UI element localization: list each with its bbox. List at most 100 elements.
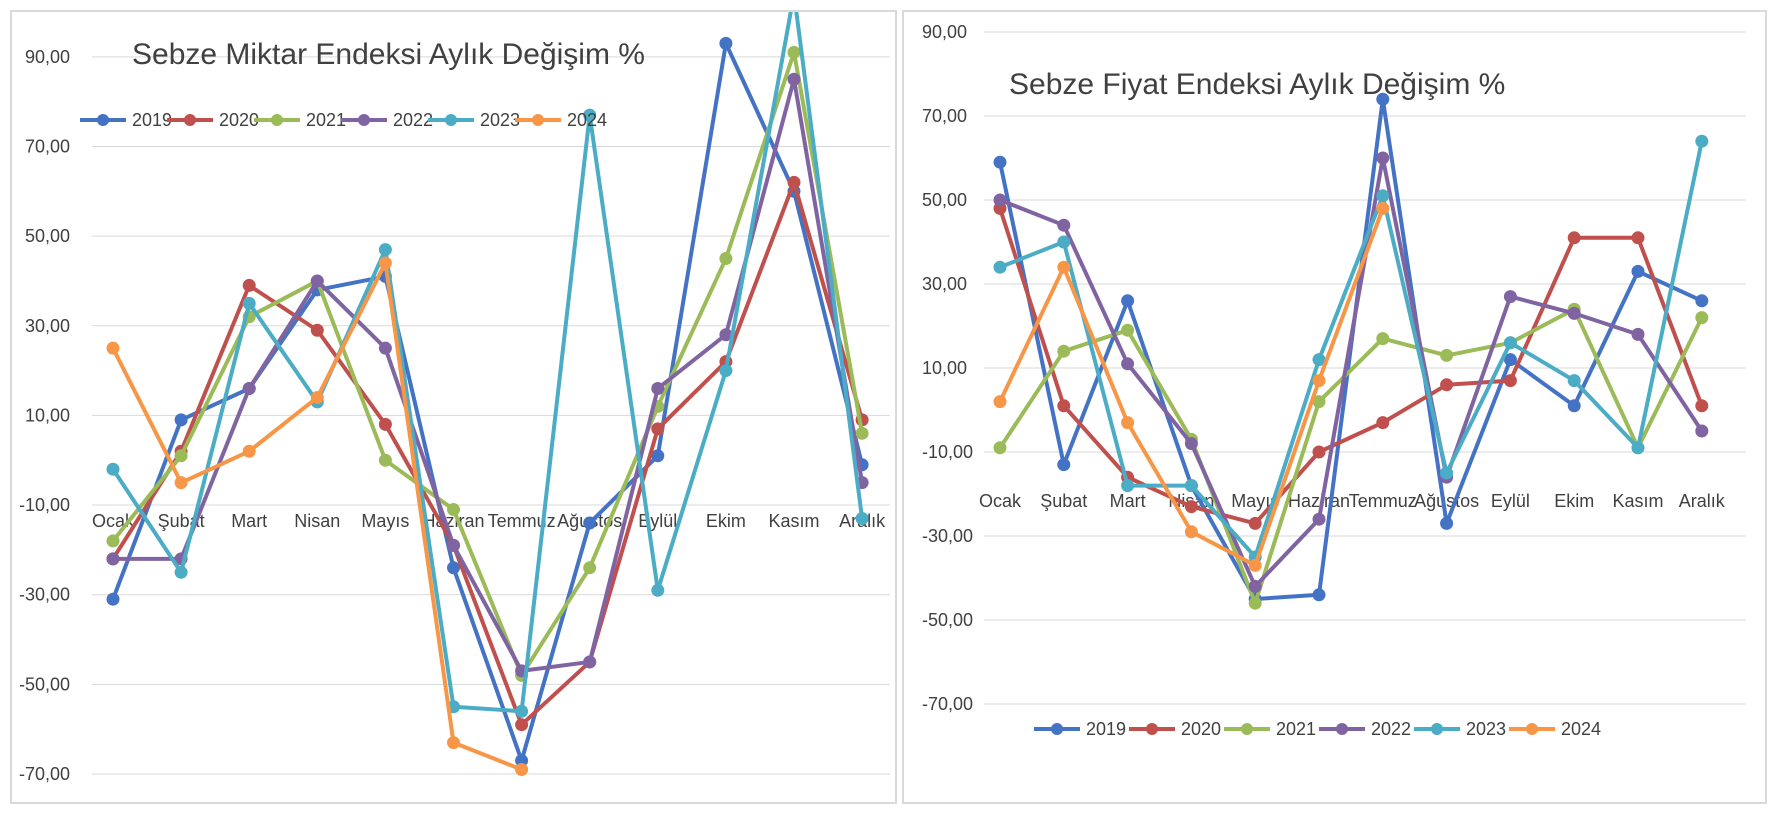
x-category-label: Ocak	[979, 491, 1022, 511]
y-tick-label: -30,00	[922, 526, 973, 546]
legend-label: 2022	[393, 110, 433, 130]
data-point-2023	[583, 108, 597, 122]
legend-swatch-marker	[358, 114, 370, 126]
series-line-2020	[998, 207, 1704, 526]
data-point-2021	[1440, 348, 1454, 362]
data-point-2019	[583, 516, 597, 530]
data-point-2022	[1695, 424, 1709, 438]
y-tick-label: 30,00	[922, 274, 967, 294]
data-point-2023	[174, 565, 188, 579]
y-tick-label: -50,00	[19, 674, 70, 694]
legend-swatch-marker	[532, 114, 544, 126]
y-tick-label: 50,00	[922, 190, 967, 210]
data-point-2020	[378, 417, 392, 431]
data-point-2024	[515, 763, 529, 777]
legend-swatch-marker	[1051, 723, 1063, 735]
data-point-2023	[1121, 479, 1135, 493]
data-point-2024	[1057, 260, 1071, 274]
data-point-2022	[1567, 306, 1581, 320]
y-tick-label: -30,00	[19, 585, 70, 605]
data-point-2023	[1695, 134, 1709, 148]
x-category-label: Kasım	[768, 511, 819, 531]
data-point-2020	[1503, 374, 1517, 388]
data-point-2021	[447, 503, 460, 517]
data-point-2019	[1376, 92, 1390, 106]
data-point-2021	[1057, 344, 1071, 358]
data-point-2024	[310, 390, 324, 404]
chart-title: Sebze Miktar Endeksi Aylık Değişim %	[132, 38, 645, 71]
data-point-2024	[1184, 525, 1198, 539]
data-point-2019	[1121, 294, 1135, 308]
y-tick-label: 70,00	[25, 136, 70, 156]
data-point-2023	[993, 260, 1007, 274]
legend-swatch-marker	[1146, 723, 1158, 735]
data-point-2023	[651, 583, 665, 597]
data-point-2019	[447, 561, 460, 575]
legend-label: 2020	[219, 110, 259, 130]
legend-swatch-marker	[184, 114, 196, 126]
y-tick-label: -50,00	[922, 610, 973, 630]
x-category-label: Mart	[1110, 491, 1146, 511]
series-line-2021	[111, 50, 865, 678]
series-line-2023	[111, 12, 865, 714]
data-point-2023	[1376, 189, 1390, 203]
data-point-2022	[1121, 357, 1135, 371]
legend-swatch-marker	[97, 114, 109, 126]
x-category-label: Nisan	[294, 511, 340, 531]
chart-panel-fiyat: 90,00 70,00 50,00 30,00 10,00 -10,00 -30,00 -50…	[902, 10, 1767, 804]
chart-panel-miktar: 90,00 70,00 50,00 30,00 10,00 -10,00 -30,00 -50…	[10, 10, 897, 804]
y-tick-label: 10,00	[25, 405, 70, 425]
data-point-2020	[1567, 231, 1581, 245]
data-point-2021	[855, 426, 869, 440]
legend-swatch-marker	[445, 114, 457, 126]
legend-swatch-marker	[1526, 723, 1538, 735]
data-point-2023	[106, 462, 120, 476]
data-point-2020	[787, 175, 801, 189]
x-category-label: Haziran	[1288, 491, 1350, 511]
data-point-2022	[106, 552, 120, 566]
data-point-2023	[1503, 336, 1517, 350]
series-line-2022	[113, 77, 865, 673]
x-category-label: Eylül	[638, 511, 677, 531]
x-category-label: Kasım	[1612, 491, 1663, 511]
x-category-label: Ekim	[706, 511, 746, 531]
data-point-2021	[787, 45, 801, 59]
data-point-2020	[1312, 445, 1326, 459]
data-point-2020	[651, 422, 665, 436]
data-point-2024	[174, 476, 188, 490]
legend-label: 2021	[1276, 719, 1316, 739]
legend-label: 2022	[1371, 719, 1411, 739]
data-point-2024	[1248, 558, 1262, 572]
legend-label: 2024	[1561, 719, 1601, 739]
data-point-2024	[1312, 374, 1326, 388]
data-point-2024	[378, 256, 392, 270]
data-point-2020	[1695, 399, 1709, 413]
y-tick-label: 50,00	[25, 226, 70, 246]
data-point-2023	[1440, 466, 1454, 480]
data-point-2023	[1184, 479, 1198, 493]
data-point-2020	[1440, 378, 1454, 392]
data-point-2021	[1376, 332, 1390, 346]
x-category-label: Temmuz	[488, 511, 556, 531]
data-point-2022	[310, 274, 324, 288]
data-point-2023	[855, 512, 869, 526]
x-category-label: Temmuz	[1349, 491, 1417, 511]
x-category-label: Eylül	[1491, 491, 1530, 511]
x-category-label: Aralık	[1679, 491, 1726, 511]
legend-swatch-marker	[1336, 723, 1348, 735]
data-point-2022	[993, 193, 1007, 207]
legend-label: 2020	[1181, 719, 1221, 739]
data-point-2019	[651, 449, 665, 463]
data-point-2021	[1695, 311, 1709, 325]
data-point-2024	[1121, 416, 1135, 430]
series-line-2023	[999, 140, 1704, 559]
data-point-2019	[1312, 588, 1326, 602]
data-point-2022	[583, 655, 597, 669]
data-point-2022	[1376, 151, 1390, 165]
series-line-2022	[999, 156, 1704, 589]
data-point-2023	[1631, 441, 1645, 455]
legend-swatch-marker	[1431, 723, 1443, 735]
data-point-2020	[242, 278, 256, 292]
data-point-2020	[1057, 399, 1071, 413]
legend-label: 2023	[1466, 719, 1506, 739]
